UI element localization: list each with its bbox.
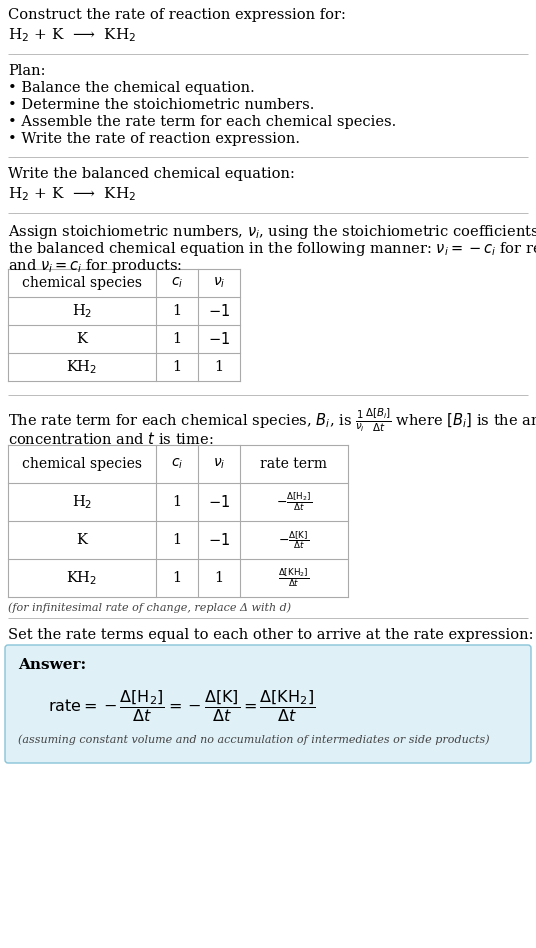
Text: 1: 1	[214, 360, 224, 374]
Text: KH$_2$: KH$_2$	[66, 569, 98, 587]
Text: chemical species: chemical species	[22, 457, 142, 471]
Text: K: K	[77, 332, 87, 346]
Text: Answer:: Answer:	[18, 658, 86, 672]
Text: Assign stoichiometric numbers, $\nu_i$, using the stoichiometric coefficients, $: Assign stoichiometric numbers, $\nu_i$, …	[8, 223, 536, 241]
Text: • Determine the stoichiometric numbers.: • Determine the stoichiometric numbers.	[8, 98, 315, 112]
Text: Set the rate terms equal to each other to arrive at the rate expression:: Set the rate terms equal to each other t…	[8, 628, 533, 642]
Text: KH$_2$: KH$_2$	[66, 358, 98, 375]
Text: • Write the rate of reaction expression.: • Write the rate of reaction expression.	[8, 132, 300, 146]
Text: $-\frac{\Delta[\mathrm{K}]}{\Delta t}$: $-\frac{\Delta[\mathrm{K}]}{\Delta t}$	[279, 529, 309, 551]
Text: H$_2$: H$_2$	[72, 493, 92, 511]
Text: 1: 1	[173, 571, 182, 585]
Text: 1: 1	[173, 304, 182, 318]
Text: 1: 1	[214, 571, 224, 585]
Text: $c_i$: $c_i$	[171, 457, 183, 471]
Text: 1: 1	[173, 495, 182, 509]
Text: $\frac{\Delta[\mathrm{KH_2}]}{\Delta t}$: $\frac{\Delta[\mathrm{KH_2}]}{\Delta t}$	[278, 567, 310, 590]
Text: rate term: rate term	[260, 457, 327, 471]
Text: Write the balanced chemical equation:: Write the balanced chemical equation:	[8, 167, 295, 181]
Text: concentration and $t$ is time:: concentration and $t$ is time:	[8, 431, 213, 447]
Text: 1: 1	[173, 332, 182, 346]
Text: The rate term for each chemical species, $B_i$, is $\frac{1}{\nu_i}\frac{\Delta[: The rate term for each chemical species,…	[8, 407, 536, 434]
Text: 1: 1	[173, 360, 182, 374]
Text: H$_2$: H$_2$	[72, 302, 92, 319]
Text: K: K	[77, 533, 87, 547]
Text: $\mathrm{rate} = -\dfrac{\Delta[\mathrm{H_2}]}{\Delta t} = -\dfrac{\Delta[\mathr: $\mathrm{rate} = -\dfrac{\Delta[\mathrm{…	[48, 688, 316, 724]
Text: • Balance the chemical equation.: • Balance the chemical equation.	[8, 81, 255, 95]
Text: $\nu_i$: $\nu_i$	[213, 276, 225, 290]
Text: $-1$: $-1$	[208, 331, 230, 347]
Text: (for infinitesimal rate of change, replace Δ with d): (for infinitesimal rate of change, repla…	[8, 602, 291, 612]
Text: chemical species: chemical species	[22, 276, 142, 290]
FancyBboxPatch shape	[5, 645, 531, 763]
Text: H$_2$ + K  ⟶  KH$_2$: H$_2$ + K ⟶ KH$_2$	[8, 185, 136, 203]
Text: $-1$: $-1$	[208, 494, 230, 510]
Text: 1: 1	[173, 533, 182, 547]
Text: • Assemble the rate term for each chemical species.: • Assemble the rate term for each chemic…	[8, 115, 396, 129]
Text: and $\nu_i = c_i$ for products:: and $\nu_i = c_i$ for products:	[8, 257, 182, 275]
Text: $-1$: $-1$	[208, 532, 230, 548]
Text: $c_i$: $c_i$	[171, 276, 183, 290]
Text: $\nu_i$: $\nu_i$	[213, 457, 225, 471]
Text: $-\frac{\Delta[\mathrm{H_2}]}{\Delta t}$: $-\frac{\Delta[\mathrm{H_2}]}{\Delta t}$	[276, 491, 312, 513]
Text: Plan:: Plan:	[8, 64, 46, 78]
Text: the balanced chemical equation in the following manner: $\nu_i = -c_i$ for react: the balanced chemical equation in the fo…	[8, 240, 536, 258]
Text: H$_2$ + K  ⟶  KH$_2$: H$_2$ + K ⟶ KH$_2$	[8, 26, 136, 44]
Text: (assuming constant volume and no accumulation of intermediates or side products): (assuming constant volume and no accumul…	[18, 734, 489, 744]
Text: Construct the rate of reaction expression for:: Construct the rate of reaction expressio…	[8, 8, 346, 22]
Text: $-1$: $-1$	[208, 303, 230, 319]
